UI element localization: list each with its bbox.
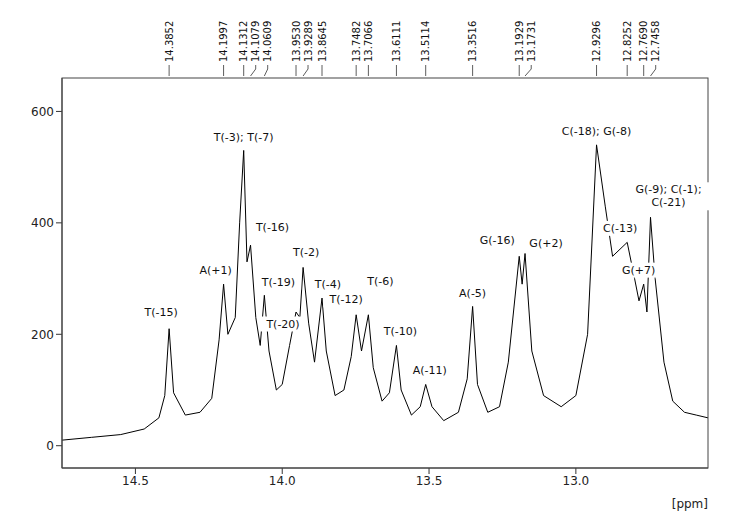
svg-text:G(-9); C(-1);: G(-9); C(-1);	[635, 183, 701, 196]
svg-text:T(-3); T(-7): T(-3); T(-7)	[213, 131, 274, 144]
svg-text:14.1997: 14.1997	[218, 21, 229, 62]
svg-text:600: 600	[31, 105, 54, 119]
svg-text:C(-13): C(-13)	[603, 222, 637, 235]
svg-text:14.0: 14.0	[269, 474, 296, 488]
svg-text:13.0: 13.0	[563, 474, 590, 488]
svg-text:13.6111: 13.6111	[391, 21, 402, 62]
svg-text:13.1929: 13.1929	[514, 21, 525, 62]
svg-text:T(-15): T(-15)	[143, 306, 177, 319]
svg-text:T(-6): T(-6)	[366, 275, 393, 288]
svg-text:T(-16): T(-16)	[255, 221, 289, 234]
svg-text:14.3852: 14.3852	[164, 21, 175, 62]
svg-text:T(-12): T(-12)	[329, 293, 363, 306]
svg-text:13.1731: 13.1731	[526, 21, 537, 62]
svg-text:13.3516: 13.3516	[467, 21, 478, 62]
svg-text:G(+7): G(+7)	[622, 264, 655, 277]
svg-text:T(-10): T(-10)	[383, 325, 417, 338]
svg-text:A(-5): A(-5)	[459, 287, 486, 300]
svg-text:14.0609: 14.0609	[262, 21, 273, 62]
svg-text:T(-4): T(-4)	[314, 278, 341, 291]
svg-text:13.8645: 13.8645	[317, 21, 328, 62]
svg-text:G(-16): G(-16)	[480, 234, 515, 247]
svg-text:12.8252: 12.8252	[622, 21, 633, 62]
svg-text:13.7066: 13.7066	[363, 21, 374, 62]
svg-text:T(-19): T(-19)	[261, 276, 295, 289]
svg-text:13.9289: 13.9289	[303, 21, 314, 62]
svg-text:12.7690: 12.7690	[638, 21, 649, 62]
svg-text:14.5: 14.5	[122, 474, 149, 488]
svg-text:13.9530: 13.9530	[291, 21, 302, 62]
svg-text:C(-18); G(-8): C(-18); G(-8)	[562, 125, 632, 138]
svg-text:400: 400	[31, 216, 54, 230]
svg-text:13.7482: 13.7482	[351, 21, 362, 62]
svg-text:G(+2): G(+2)	[529, 237, 562, 250]
svg-text:14.1079: 14.1079	[250, 21, 261, 62]
svg-text:0: 0	[46, 439, 54, 453]
svg-text:[ppm]: [ppm]	[672, 497, 708, 511]
svg-text:12.9296: 12.9296	[591, 21, 602, 62]
svg-text:A(-11): A(-11)	[413, 364, 447, 377]
svg-text:C(-21): C(-21)	[651, 196, 685, 209]
svg-text:T(-2): T(-2)	[292, 246, 319, 259]
svg-text:A(+1): A(+1)	[199, 264, 231, 277]
svg-text:200: 200	[31, 328, 54, 342]
svg-text:14.1312: 14.1312	[238, 21, 249, 62]
svg-text:T(-20): T(-20)	[265, 318, 299, 331]
svg-text:13.5: 13.5	[416, 474, 443, 488]
svg-text:13.5114: 13.5114	[420, 21, 431, 62]
svg-text:12.7458: 12.7458	[650, 21, 661, 62]
